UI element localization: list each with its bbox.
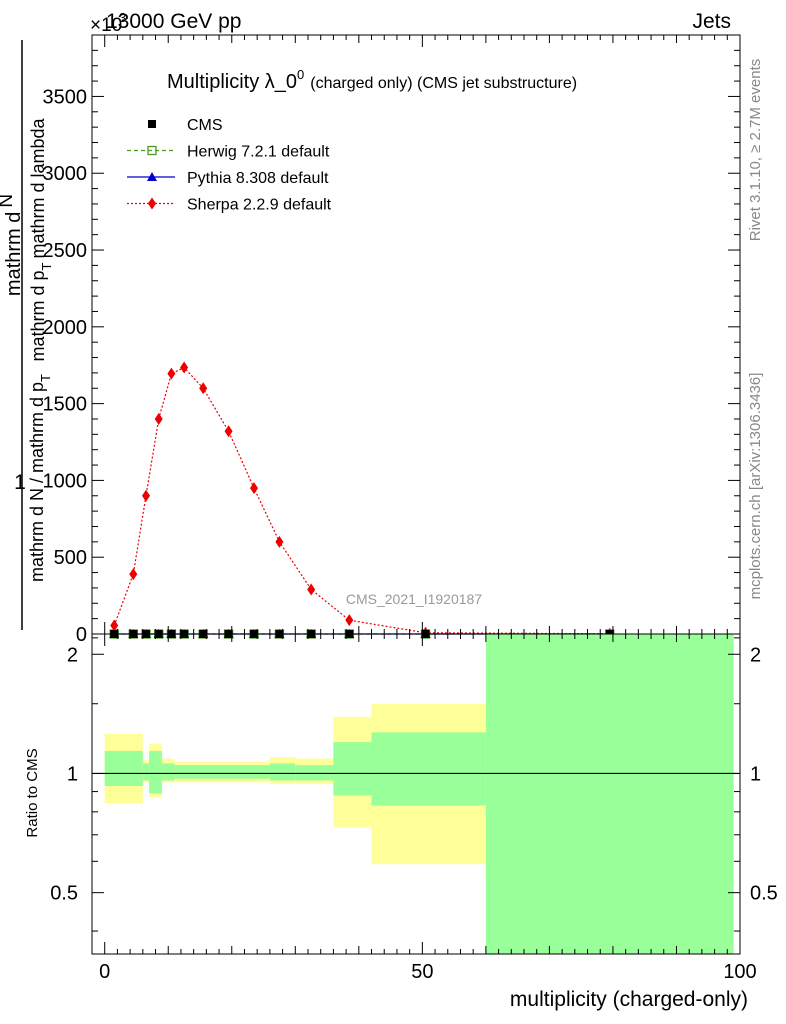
sherpa-point — [167, 367, 176, 380]
ylabel-num-a: mathrm d — [3, 212, 25, 296]
legend-label-cms: CMS — [187, 117, 223, 134]
main-ytick-label: 2500 — [43, 240, 88, 262]
main-ytick-label: 2000 — [43, 317, 88, 339]
ylabel-one: 1 — [14, 471, 26, 494]
ylabel-num-b: N — [0, 194, 17, 208]
main-ytick-label: 0 — [76, 624, 87, 646]
ratio-band-inner — [161, 763, 175, 781]
energy-label: 13000 GeV pp — [106, 10, 241, 33]
ratio-panel: 0.5 0.5 1 1 2 2 0 50 100 Ratio to CMS multiplici… — [24, 633, 778, 1011]
ratio-ylabel: Ratio to CMS — [24, 748, 41, 837]
ratio-ytick-label-right: 1 — [750, 763, 761, 785]
legend-label-herwig: Herwig 7.2.1 default — [187, 144, 330, 161]
watermark-analysis-id: CMS_2021_I1920187 — [346, 591, 482, 607]
chart-title-superscript: 0 — [297, 67, 304, 82]
main-panel: 0 500 1000 1500 2000 2500 3000 3500 Multiplicit… — [0, 34, 741, 646]
x-axis-label: multiplicity (charged-only) — [510, 988, 748, 1011]
main-ytick-label: 3500 — [43, 86, 88, 108]
ratio-ytick-label-right: 2 — [750, 644, 761, 666]
legend: CMS Herwig 7.2.1 default Pythia 8.308 defa… — [127, 117, 332, 214]
sherpa-point — [180, 361, 189, 374]
exponent-power: 3 — [119, 10, 126, 25]
ratio-panel-frame — [91, 633, 741, 955]
ratio-band-inner — [149, 750, 162, 794]
main-axis-ticks: 0 500 1000 1500 2000 2500 3000 3500 — [43, 34, 741, 646]
sherpa-point — [129, 568, 138, 581]
ratio-ytick-label: 0.5 — [50, 883, 78, 905]
sherpa-point — [110, 619, 119, 632]
main-ytick-label: 1000 — [43, 470, 88, 492]
ratio-band-inner — [174, 765, 270, 779]
sherpa-point — [142, 489, 150, 502]
sherpa-point — [199, 382, 208, 395]
ylabel-den-b: T — [38, 374, 53, 382]
ylabel-num-e: mathrm d lambda — [28, 117, 48, 258]
mcplots-label: mcplots.cern.ch [arXiv:1306.3436] — [747, 373, 764, 600]
ratio-band-inner — [142, 763, 150, 781]
ratio-ytick-label-right: 0.5 — [750, 883, 778, 905]
ratio-ytick-label: 1 — [67, 763, 78, 785]
chart-title: Multiplicity λ_00 (charged only) (CMS jet… — [167, 67, 577, 93]
main-ylabel: 1 mathrm dN mathrm d pTmathrm d lambda m… — [0, 40, 54, 630]
ylabel-num-d: T — [39, 262, 54, 270]
ratio-band-inner — [371, 732, 486, 806]
exponent-label: ×10 — [90, 15, 122, 36]
legend-marker-herwig — [147, 145, 157, 156]
main-ytick-label: 500 — [54, 547, 87, 569]
ratio-band-inner — [485, 634, 734, 954]
rivet-version-label: Rivet 3.1.10, ≥ 2.7M events — [747, 59, 764, 242]
main-ytick-label: 3000 — [43, 163, 88, 185]
ylabel-denominator: mathrm d N / mathrm d pT — [27, 374, 53, 582]
legend-label-sherpa: Sherpa 2.2.9 default — [187, 197, 332, 214]
ylabel-num-c: mathrm d p — [28, 270, 48, 361]
ratio-xtick-label: 50 — [411, 961, 433, 983]
chart-title-detail: (charged only) (CMS jet substructure) — [310, 75, 577, 92]
process-label: Jets — [692, 10, 731, 33]
ratio-xtick-label: 100 — [723, 961, 756, 983]
ratio-band-inner — [333, 742, 372, 796]
sherpa-point — [224, 425, 233, 438]
ratio-axis-ticks: 0.5 0.5 1 1 2 2 0 50 100 — [50, 634, 778, 983]
chart-title-main: Multiplicity λ_0 — [167, 71, 297, 93]
legend-marker-pythia — [147, 172, 157, 181]
sherpa-point — [275, 535, 284, 548]
ylabel-den-a: mathrm d N / mathrm d p — [27, 382, 47, 582]
ratio-band-inner — [295, 765, 334, 781]
sherpa-point — [345, 614, 354, 627]
sherpa-point — [250, 482, 258, 495]
legend-marker-sherpa — [148, 197, 156, 210]
main-ytick-label: 1500 — [43, 394, 88, 416]
sherpa-point — [154, 412, 163, 425]
ylabel-numerator-denominator: mathrm d pTmathrm d lambda — [28, 117, 54, 361]
ratio-plot-marks — [92, 634, 740, 954]
ratio-band-inner — [269, 763, 296, 781]
sherpa-point — [307, 583, 316, 596]
ratio-band-inner — [104, 750, 143, 786]
ratio-xtick-label: 0 — [99, 961, 110, 983]
legend-label-pythia: Pythia 8.308 default — [187, 170, 329, 187]
ratio-ytick-label: 2 — [67, 644, 78, 666]
legend-marker-cms — [148, 120, 156, 128]
ylabel-numerator: mathrm d N — [0, 194, 25, 296]
